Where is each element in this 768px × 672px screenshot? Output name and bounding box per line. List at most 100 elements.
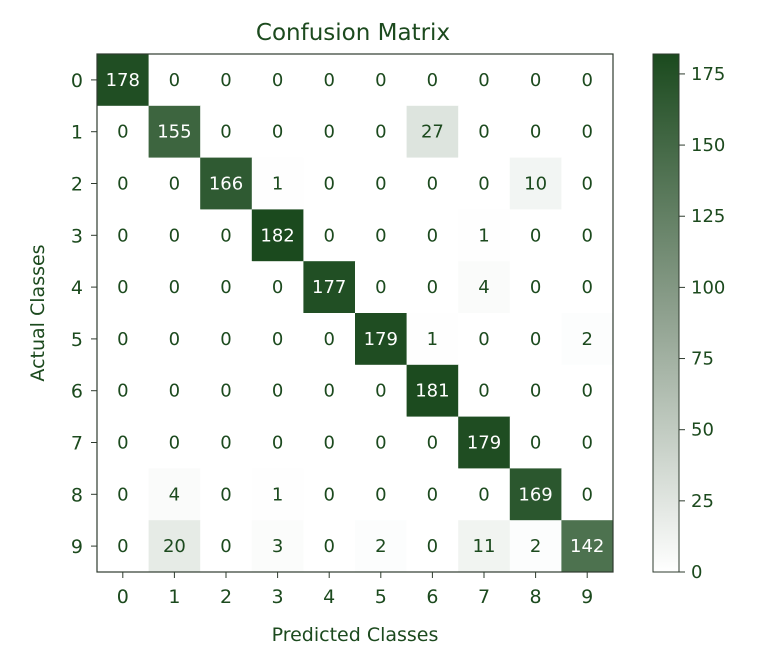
heatmap-cell-r4-c4 [303, 261, 356, 314]
cell-value-label-r5-c6: 1 [427, 329, 438, 350]
cell-value-label-r2-c0: 0 [117, 174, 128, 195]
heatmap-cell-r2-c8 [509, 157, 562, 210]
cell-value-label-r2-c3: 1 [272, 174, 283, 195]
cell-value-label-r8-c2: 0 [220, 484, 231, 505]
heatmap-cell-r9-c0 [97, 520, 150, 573]
cell-value-label-r0-c6: 0 [427, 70, 438, 91]
heatmap-cell-r7-c9 [561, 416, 614, 469]
heatmap-cell-r9-c6 [406, 520, 459, 573]
cell-value-label-r0-c1: 0 [169, 70, 180, 91]
cell-value-label-r3-c8: 0 [530, 225, 541, 246]
heatmap-cell-r6-c5 [355, 364, 408, 418]
heatmap-cell-r4-c8 [509, 261, 562, 314]
cell-value-label-r4-c0: 0 [117, 277, 128, 298]
cell-value-label-r6-c6: 181 [415, 381, 449, 402]
heatmap-cell-r2-c1 [148, 157, 201, 210]
heatmap-cell-r8-c9 [561, 468, 614, 521]
cell-value-label-r2-c1: 0 [169, 174, 180, 195]
heatmap-cell-r4-c5 [355, 261, 408, 314]
heatmap-cell-r4-c2 [200, 261, 253, 314]
heatmap-cell-r1-c1 [148, 105, 201, 159]
heatmap-cell-r0-c8 [509, 54, 562, 107]
heatmap-cell-r6-c0 [97, 364, 150, 418]
heatmap-cell-r1-c6 [406, 105, 459, 159]
heatmap-cell-r7-c6 [406, 416, 459, 469]
x-tick-label-2: 2 [220, 586, 232, 608]
cell-value-label-r6-c8: 0 [530, 381, 541, 402]
heatmap-cell-r3-c0 [97, 209, 150, 262]
heatmap-cell-r3-c1 [148, 209, 201, 262]
cell-value-label-r9-c9: 142 [570, 536, 604, 557]
cell-value-label-r7-c0: 0 [117, 433, 128, 454]
cell-value-label-r0-c7: 0 [478, 70, 489, 91]
cell-value-label-r7-c9: 0 [581, 433, 592, 454]
cell-value-label-r7-c5: 0 [375, 433, 386, 454]
x-tick-label-4: 4 [323, 586, 335, 608]
heatmap-cell-r8-c8 [509, 468, 562, 521]
heatmap-cell-r2-c5 [355, 157, 408, 210]
y-tick-label-2: 2 [71, 174, 83, 196]
cell-value-label-r1-c9: 0 [581, 122, 592, 143]
cell-value-label-r1-c7: 0 [478, 122, 489, 143]
cell-value-label-r2-c6: 0 [427, 174, 438, 195]
cell-value-label-r0-c3: 0 [272, 70, 283, 91]
heatmap-cell-r9-c1 [148, 520, 201, 573]
heatmap-cell-r7-c3 [251, 416, 304, 469]
heatmap-cell-r9-c5 [355, 520, 408, 573]
colorbar-tick-label-75: 75 [691, 349, 714, 370]
x-axis-ticks: 0 1 2 3 4 5 6 7 8 9 [117, 572, 593, 608]
cell-value-label-r4-c9: 0 [581, 277, 592, 298]
cell-value-label-r6-c2: 0 [220, 381, 231, 402]
heatmap-cell-r5-c3 [251, 313, 304, 366]
cell-value-label-r4-c3: 0 [272, 277, 283, 298]
y-tick-label-8: 8 [71, 484, 83, 506]
heatmap-cell-r0-c2 [200, 54, 253, 107]
cell-value-label-r1-c2: 0 [220, 122, 231, 143]
heatmap-cell-r8-c2 [200, 468, 253, 521]
colorbar-tick-label-175: 175 [691, 64, 725, 85]
cell-value-label-r9-c3: 3 [272, 536, 283, 557]
heatmap-cell-r3-c2 [200, 209, 253, 262]
colorbar-tick-label-50: 50 [691, 420, 714, 441]
cell-value-label-r5-c8: 0 [530, 329, 541, 350]
heatmap-cell-r1-c0 [97, 105, 150, 159]
cell-value-label-r4-c4: 177 [312, 277, 346, 298]
x-tick-label-1: 1 [168, 586, 180, 608]
y-axis-label: Actual Classes [27, 244, 49, 381]
heatmap-cell-r4-c6 [406, 261, 459, 314]
heatmap-cell-r6-c9 [561, 364, 614, 418]
heatmap-cell-r8-c0 [97, 468, 150, 521]
cell-value-label-r1-c4: 0 [323, 122, 334, 143]
heatmap-cell-r7-c5 [355, 416, 408, 469]
cell-value-label-r8-c9: 0 [581, 484, 592, 505]
heatmap-cell-r8-c4 [303, 468, 356, 521]
heatmap-cell-r1-c9 [561, 105, 614, 159]
x-tick-label-8: 8 [530, 586, 542, 608]
cell-value-label-r8-c8: 169 [518, 484, 552, 505]
heatmap-cell-r5-c2 [200, 313, 253, 366]
y-tick-label-9: 9 [71, 536, 83, 558]
cell-value-label-r1-c3: 0 [272, 122, 283, 143]
cell-value-label-r5-c5: 179 [364, 329, 398, 350]
cell-value-label-r4-c8: 0 [530, 277, 541, 298]
cell-value-label-r8-c1: 4 [169, 484, 180, 505]
cell-value-label-r7-c7: 179 [467, 433, 501, 454]
y-tick-label-0: 0 [71, 70, 83, 92]
cell-value-label-r6-c1: 0 [169, 381, 180, 402]
heatmap-cell-r6-c1 [148, 364, 201, 418]
y-axis-ticks: 0 1 2 3 4 5 6 7 8 9 [71, 70, 97, 558]
heatmap-cell-r3-c8 [509, 209, 562, 262]
heatmap-cell-r9-c7 [458, 520, 511, 573]
cell-value-label-r5-c2: 0 [220, 329, 231, 350]
heatmap-cell-r4-c9 [561, 261, 614, 314]
plot-frame [96, 53, 614, 573]
heatmap-cell-r5-c5 [355, 313, 408, 366]
cell-value-label-r0-c2: 0 [220, 70, 231, 91]
cell-value-label-r0-c0: 178 [106, 70, 140, 91]
y-tick-label-4: 4 [71, 277, 83, 299]
heatmap-cell-r3-c6 [406, 209, 459, 262]
cell-value-label-r7-c4: 0 [323, 433, 334, 454]
heatmap-cell-labels: 178 0 0 0 0 0 0 0 0 00 155 0 0 0 0 27 0 0 00 0 166 1 0 0 0 0 10 00 0… [106, 70, 605, 557]
heatmap-cell-r0-c1 [148, 54, 201, 107]
